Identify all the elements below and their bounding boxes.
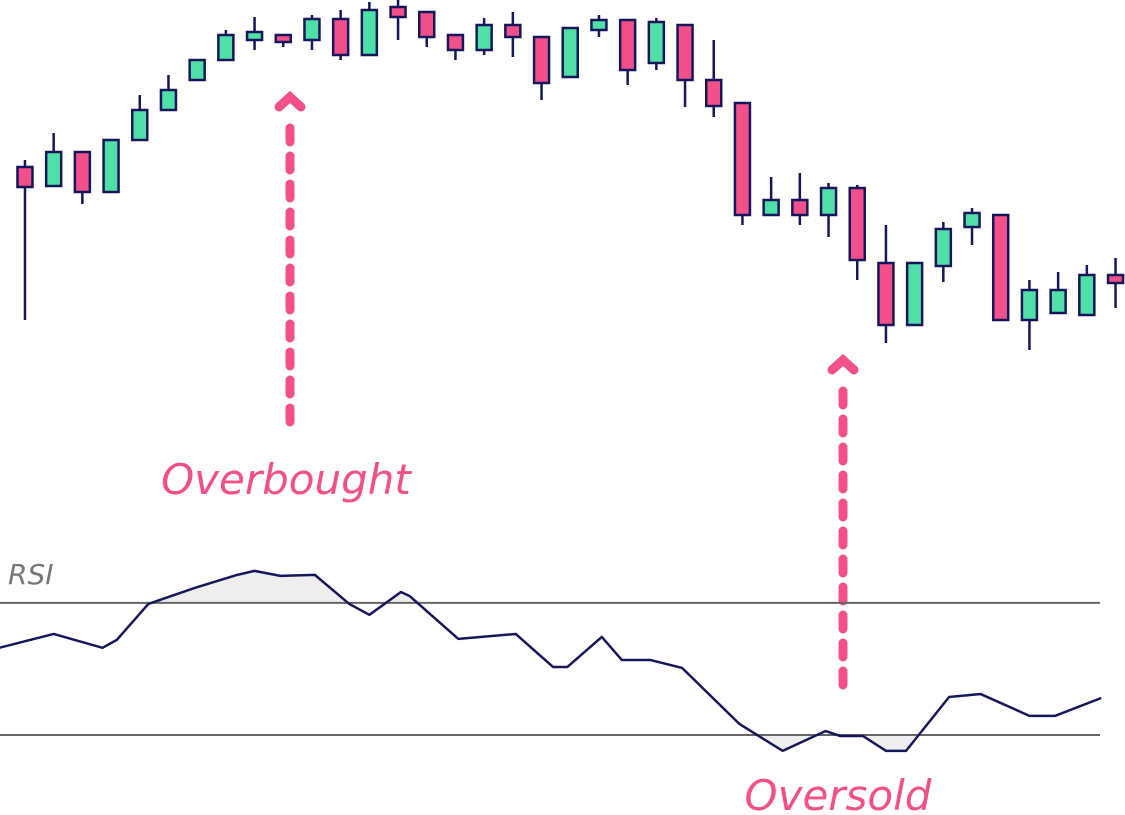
candle: [274, 33, 293, 47]
candle-body: [791, 198, 809, 217]
candle: [1049, 272, 1067, 315]
candle-body: [819, 186, 838, 217]
candle-body: [303, 17, 321, 42]
candle: [791, 173, 809, 225]
candle-body: [1049, 288, 1067, 315]
candle: [905, 261, 924, 327]
rsi-label: RSI: [8, 558, 54, 591]
overbought-shade: [0, 570, 1102, 603]
candle-body: [1020, 288, 1039, 322]
candle: [303, 15, 321, 50]
candle-body: [389, 5, 407, 19]
candle: [819, 183, 838, 237]
oversold-shade: [0, 735, 1102, 751]
candle: [991, 213, 1010, 322]
candle-body: [561, 26, 579, 79]
candle: [131, 95, 149, 142]
candle-body: [331, 17, 350, 57]
candle-body: [418, 10, 436, 39]
candle: [418, 10, 436, 47]
candle: [1106, 258, 1125, 308]
candle: [44, 133, 63, 188]
candle: [963, 208, 981, 245]
candle: [647, 18, 666, 70]
candle: [532, 35, 551, 100]
candle: [360, 2, 379, 57]
candle-body: [647, 20, 666, 65]
candle: [188, 58, 206, 82]
candle-body: [877, 261, 895, 327]
candle-body: [217, 33, 235, 62]
candle: [733, 101, 752, 225]
candle-body: [16, 165, 34, 189]
candle-body: [475, 23, 493, 52]
candle: [475, 18, 493, 55]
candle: [73, 150, 92, 204]
candle: [446, 33, 465, 60]
candle: [102, 138, 120, 194]
candle: [762, 177, 780, 217]
candle-body: [102, 138, 120, 194]
candle-body: [188, 58, 206, 82]
oversold-label: Oversold: [745, 771, 932, 815]
candle: [618, 18, 637, 85]
candle-body: [618, 18, 637, 72]
candle-body: [131, 108, 149, 142]
candle-body: [590, 18, 608, 32]
candle-body: [1106, 273, 1125, 285]
candle-body: [44, 150, 63, 188]
candle: [848, 185, 866, 280]
overbought-arrow: [274, 90, 306, 427]
candle: [389, 0, 407, 40]
candle: [1020, 280, 1039, 350]
candle: [590, 15, 608, 37]
candle-body: [532, 35, 551, 85]
candle-body: [733, 101, 752, 217]
candle: [934, 222, 953, 282]
candle: [159, 75, 178, 112]
candle: [561, 26, 579, 79]
candle-body: [963, 211, 981, 229]
rsi-line: [0, 569, 1102, 753]
candle-body: [274, 33, 293, 44]
candle-body: [905, 261, 924, 327]
candle-body: [360, 8, 379, 57]
candle-body: [991, 213, 1010, 322]
candle-body: [934, 227, 953, 268]
candle-body: [1078, 273, 1096, 317]
candle: [1078, 265, 1096, 317]
candle-body: [504, 23, 522, 39]
candle: [16, 160, 34, 320]
candle: [877, 225, 895, 343]
candle-body: [245, 30, 264, 42]
candle: [504, 12, 522, 57]
overbought-label: Overbought: [161, 455, 412, 504]
candle: [245, 17, 264, 50]
candle-body: [704, 78, 723, 108]
candle-body: [676, 23, 694, 82]
candle-body: [762, 198, 780, 217]
candle: [331, 10, 350, 60]
oversold-arrow: [827, 353, 859, 693]
candle: [676, 23, 694, 107]
candle-body: [159, 88, 178, 112]
candle-body: [73, 150, 92, 194]
candle-body: [446, 33, 465, 52]
candle: [217, 30, 235, 62]
candle: [704, 40, 723, 117]
candle-body: [848, 186, 866, 262]
